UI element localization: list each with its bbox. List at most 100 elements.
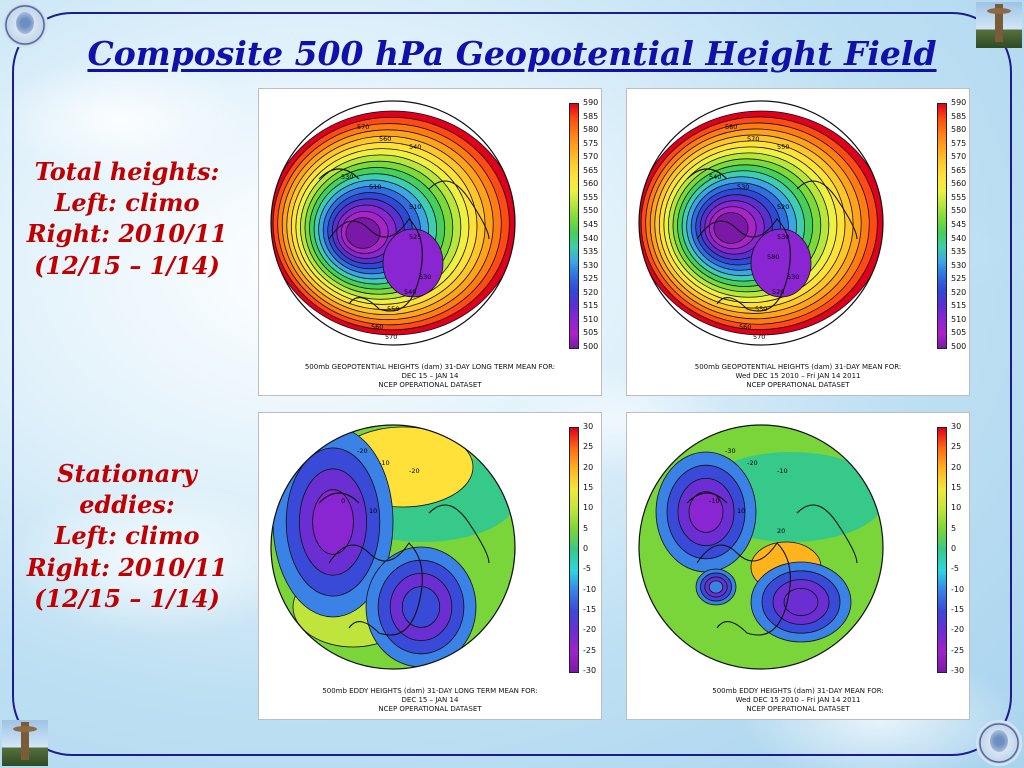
colorbar-tick: 510 <box>583 314 599 324</box>
colorbar-tick: -15 <box>951 605 965 614</box>
colorbar-tick: 575 <box>951 138 967 148</box>
colorbar-tick: 550 <box>951 206 967 216</box>
colorbar-tick: -5 <box>583 564 591 574</box>
panel-caption-line: NCEP OPERATIONAL DATASET <box>378 381 482 389</box>
colorbar-tick: 20 <box>583 462 594 472</box>
panel-caption-line: 500mb GEOPOTENTIAL HEIGHTS (dam) 31-DAY … <box>304 363 556 371</box>
contour-label: 530 <box>787 273 799 281</box>
trough-contour <box>382 228 444 298</box>
contour-label: 580 <box>767 253 779 261</box>
panel-2010-eddies: -30 -20 -10 -10 10 20 30 25 20 15 10 5 0 -5 -10 -15 -20-… <box>626 412 970 720</box>
colorbar-tick: 25 <box>583 442 594 452</box>
colorbar-tick: 0 <box>583 544 589 553</box>
contour-label: 10 <box>369 507 377 515</box>
contour-label: 550 <box>777 143 789 151</box>
colorbar-tick: -25 <box>951 645 965 655</box>
panel-caption-line: DEC 15 – JAN 14 <box>401 696 459 704</box>
colorbar-tick: 5 <box>951 523 957 533</box>
colorbar-tick: -20 <box>951 625 965 635</box>
polar-map-icon: -30 -20 -10 -10 10 20 <box>638 424 884 670</box>
panel-caption-line: NCEP OPERATIONAL DATASET <box>746 381 850 389</box>
colorbar-tick: 10 <box>951 503 962 513</box>
panel-caption-line: DEC 15 – JAN 14 <box>401 372 459 380</box>
colorbar-tick: 550 <box>583 206 599 216</box>
contour-label: 540 <box>404 288 416 296</box>
colorbar-tick: 30 <box>583 422 594 431</box>
slide-title: Composite 500 hPa Geopotential Height Fi… <box>87 34 937 73</box>
contour-label: 540 <box>709 173 721 181</box>
panel-climo-eddies: -20 -10 -20 0 10 30 25 20 15 10 5 0 -5 -10 -15 -20 -25 -3… <box>258 412 602 720</box>
colorbar-tick: -20 <box>583 625 597 635</box>
eddy-low <box>688 491 724 533</box>
coastline <box>318 168 490 312</box>
contour-label: 550 <box>755 305 767 313</box>
colorbar-tick: 565 <box>951 165 967 175</box>
contour-label: -10 <box>777 467 788 475</box>
caption-line: Left: climo <box>54 521 200 551</box>
colorbar-tick: 10 <box>583 503 594 513</box>
caption-line: Left: climo <box>54 188 200 218</box>
contour-label: 510 <box>409 203 421 211</box>
colorbar-tick: 525 <box>951 274 967 284</box>
panel-caption-line: Wed DEC 15 2010 – Fri JAN 14 2011 <box>735 372 861 380</box>
eddy-low <box>312 489 354 555</box>
contour-label: -10 <box>709 497 720 505</box>
contour-label: 20 <box>777 527 785 535</box>
eddy-low <box>783 587 819 616</box>
caption-line: eddies: <box>79 490 175 520</box>
colorbar <box>569 103 579 349</box>
colorbar-tick: 590 <box>583 98 599 107</box>
caption-line: Total heights: <box>34 157 220 186</box>
colorbar-tick: 535 <box>951 247 967 257</box>
panel-caption-line: 500mb EDDY HEIGHTS (dam) 31-DAY MEAN FOR… <box>712 687 884 695</box>
map-outline <box>270 100 516 346</box>
contour-label: -10 <box>379 459 390 467</box>
colorbar-tick: 585 <box>583 111 599 121</box>
colorbar-tick: 15 <box>583 483 594 492</box>
colorbar-tick: 590 <box>951 98 967 107</box>
colorbar-tick: 0 <box>951 544 957 553</box>
map-outline <box>638 424 884 670</box>
contour-label: 570 <box>357 123 369 131</box>
slide-frame <box>12 12 1012 756</box>
caption-line: Stationary <box>57 459 197 488</box>
colorbar-tick: 500 <box>951 342 967 351</box>
colorbar-tick: -30 <box>951 666 965 675</box>
map-outline <box>270 424 516 670</box>
contour-label: 580 <box>725 123 737 131</box>
coastline <box>318 492 490 636</box>
ams-seal-icon <box>2 2 48 48</box>
panel-caption-line: 500mb EDDY HEIGHTS (dam) 31-DAY LONG TER… <box>322 687 538 695</box>
contour-label: 570 <box>753 333 765 341</box>
colorbar-tick: -5 <box>951 564 959 574</box>
colorbar-tick: 505 <box>951 328 967 338</box>
contour-label: -20 <box>747 459 758 467</box>
colorbar-tick: 530 <box>583 260 599 270</box>
colorbar-tick: 540 <box>951 233 967 243</box>
panel-2010-heights: 580 570 550 540 530 520 530 530 520 550 560 570 580 5… <box>626 88 970 396</box>
trough-contour <box>750 228 812 298</box>
eddy-low <box>401 586 441 628</box>
caption-line: Right: 2010/11 <box>26 552 228 582</box>
colorbar <box>569 427 579 673</box>
colorbar-tick: 505 <box>583 328 599 338</box>
colorbar-tick: -10 <box>951 584 965 594</box>
colorbar-tick: 510 <box>951 314 967 324</box>
colorbar-tick: 500 <box>583 342 599 351</box>
space-needle-icon <box>2 720 48 766</box>
contour-label: 530 <box>419 273 431 281</box>
colorbar <box>937 103 947 349</box>
colorbar-tick: 560 <box>583 179 599 189</box>
colorbar-tick: 580 <box>583 125 599 135</box>
contour-label: 530 <box>737 183 749 191</box>
colorbar-tick: 530 <box>951 260 967 270</box>
contour-label: 570 <box>747 135 759 143</box>
colorbar-tick: -25 <box>583 645 597 655</box>
colorbar-tick: 515 <box>951 301 967 311</box>
colorbar-tick: 20 <box>951 462 962 472</box>
caption-stationary-eddies: Stationary eddies: Left: climo Right: 20… <box>14 458 240 614</box>
colorbar-tick: 565 <box>583 165 599 175</box>
caption-line: (12/15 – 1/14) <box>34 583 220 613</box>
colorbar-tick: 540 <box>583 233 599 243</box>
colorbar-tick: 520 <box>951 287 967 297</box>
